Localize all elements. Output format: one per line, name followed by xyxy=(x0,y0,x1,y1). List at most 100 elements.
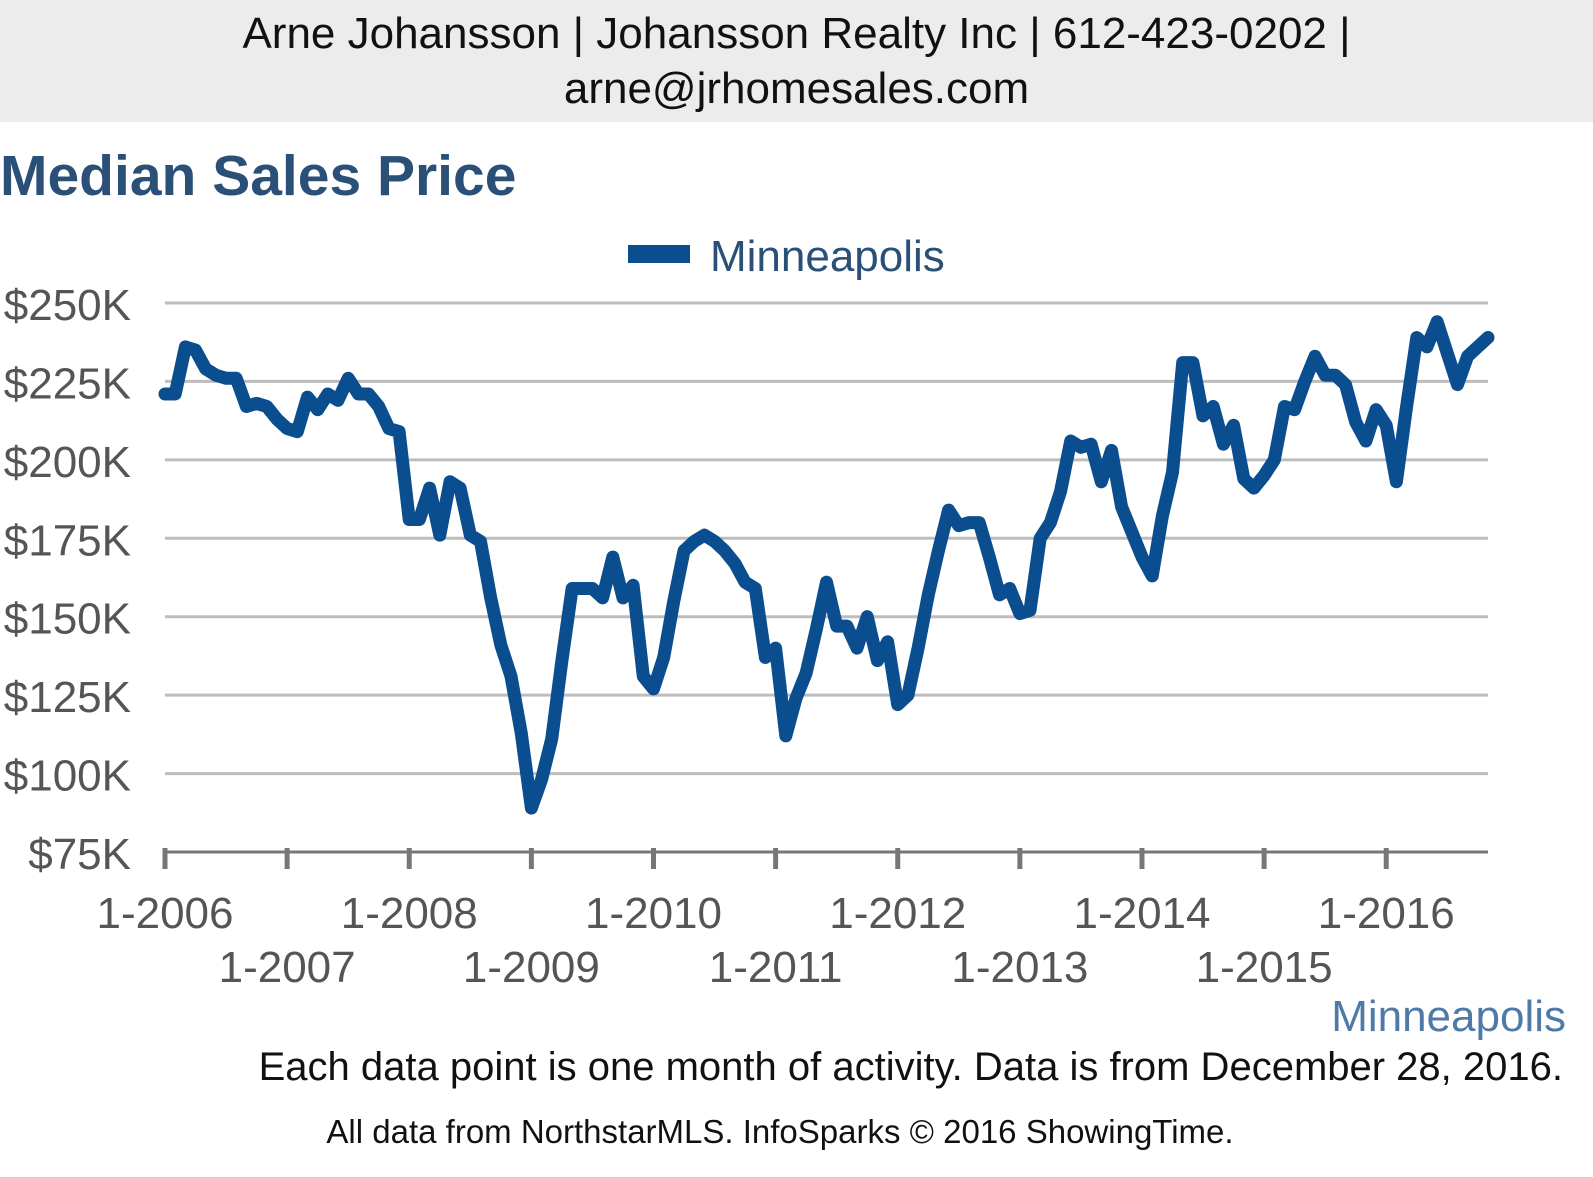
data-point xyxy=(896,703,899,706)
data-point xyxy=(1202,414,1204,417)
x-tick-label: 1-2009 xyxy=(463,943,600,992)
data-point xyxy=(1079,446,1082,449)
x-tick-label: 1-2011 xyxy=(709,943,843,992)
data-point xyxy=(347,377,350,380)
data-point xyxy=(1059,490,1062,493)
data-point xyxy=(255,402,258,405)
data-point xyxy=(428,487,431,490)
data-point xyxy=(1466,355,1469,358)
data-point xyxy=(275,418,278,421)
data-point xyxy=(1232,424,1235,427)
data-point xyxy=(856,647,858,650)
copyright-notice: All data from NorthstarMLS. InfoSparks ©… xyxy=(326,1113,1234,1150)
data-point xyxy=(754,587,757,590)
data-point xyxy=(489,596,492,599)
data-point xyxy=(998,593,1001,596)
data-point xyxy=(642,675,645,678)
agent-contact-line1: Arne Johansson | Johansson Realty Inc | … xyxy=(242,9,1351,58)
data-point xyxy=(611,556,614,559)
data-point xyxy=(326,393,329,395)
y-tick-label: $175K xyxy=(4,516,131,565)
data-point xyxy=(1334,374,1337,377)
data-point xyxy=(296,430,299,433)
data-point xyxy=(774,647,777,650)
data-point xyxy=(1344,383,1347,386)
data-point xyxy=(1446,352,1449,355)
x-tick-label: 1-2006 xyxy=(96,889,233,938)
x-tick-label: 1-2015 xyxy=(1196,943,1333,992)
data-point xyxy=(1303,380,1306,383)
data-point xyxy=(978,521,981,524)
y-axis-tick-labels: $75K $100K $125K $150K $175K $200K $225K $250K xyxy=(4,281,131,879)
data-point xyxy=(1069,440,1072,442)
data-point xyxy=(1242,477,1245,480)
data-point xyxy=(957,524,960,527)
data-point xyxy=(652,687,655,690)
data-point xyxy=(1436,320,1439,323)
data-point xyxy=(164,393,166,395)
data-point xyxy=(438,534,441,537)
y-tick-label: $250K xyxy=(4,281,131,330)
data-point xyxy=(1120,505,1123,508)
data-point xyxy=(622,596,624,599)
data-point xyxy=(540,778,543,781)
data-point xyxy=(1476,345,1479,348)
data-point xyxy=(1385,424,1388,427)
y-tick-label: $200K xyxy=(4,438,131,487)
data-point xyxy=(1222,443,1225,446)
data-point xyxy=(204,367,207,370)
data-point xyxy=(703,534,706,537)
data-point xyxy=(1100,480,1103,483)
data-point xyxy=(1395,480,1398,483)
data-point xyxy=(1405,405,1408,408)
data-point xyxy=(1324,374,1327,377)
data-point xyxy=(469,534,472,537)
page-title: Median Sales Price xyxy=(0,144,517,208)
data-point xyxy=(286,427,289,430)
data-point xyxy=(835,625,838,628)
data-point xyxy=(1110,449,1113,452)
data-point xyxy=(937,549,940,552)
data-point xyxy=(418,518,421,521)
data-point xyxy=(316,408,319,411)
x-tick-label: 1-2016 xyxy=(1318,889,1455,938)
data-point xyxy=(357,393,360,395)
data-point xyxy=(459,487,462,490)
data-point xyxy=(520,731,523,734)
data-point xyxy=(906,694,909,697)
y-tick-label: $225K xyxy=(4,359,131,408)
x-tick-label: 1-2007 xyxy=(219,943,356,992)
x-tick-label: 1-2008 xyxy=(341,889,478,938)
data-point xyxy=(1181,361,1184,364)
x-tick-label: 1-2012 xyxy=(829,889,966,938)
data-point xyxy=(845,625,848,628)
data-point xyxy=(408,518,411,521)
x-tick-label: 1-2014 xyxy=(1073,889,1210,938)
data-point xyxy=(1130,531,1133,533)
data-point xyxy=(1090,443,1093,446)
data-point xyxy=(672,600,675,602)
data-point xyxy=(591,587,594,590)
data-point xyxy=(764,656,767,659)
data-point xyxy=(550,738,553,741)
agent-header: Arne Johansson | Johansson Realty Inc | … xyxy=(0,0,1593,122)
data-point xyxy=(1487,336,1489,339)
data-point xyxy=(1415,336,1418,339)
data-point xyxy=(377,405,380,408)
data-point xyxy=(866,615,869,618)
data-point xyxy=(947,509,950,512)
y-tick-label: $100K xyxy=(4,752,131,801)
data-point xyxy=(225,377,228,380)
data-point xyxy=(214,374,217,377)
gridlines xyxy=(165,301,1488,776)
data-point xyxy=(245,405,248,408)
data-point xyxy=(683,549,685,552)
data-point xyxy=(815,628,818,631)
data-point xyxy=(917,647,920,650)
agent-email[interactable]: arne@jrhomesales.com xyxy=(563,64,1030,113)
data-point xyxy=(1364,440,1367,442)
data-point xyxy=(1008,587,1011,590)
data-point xyxy=(510,675,512,678)
data-point xyxy=(1252,487,1255,490)
